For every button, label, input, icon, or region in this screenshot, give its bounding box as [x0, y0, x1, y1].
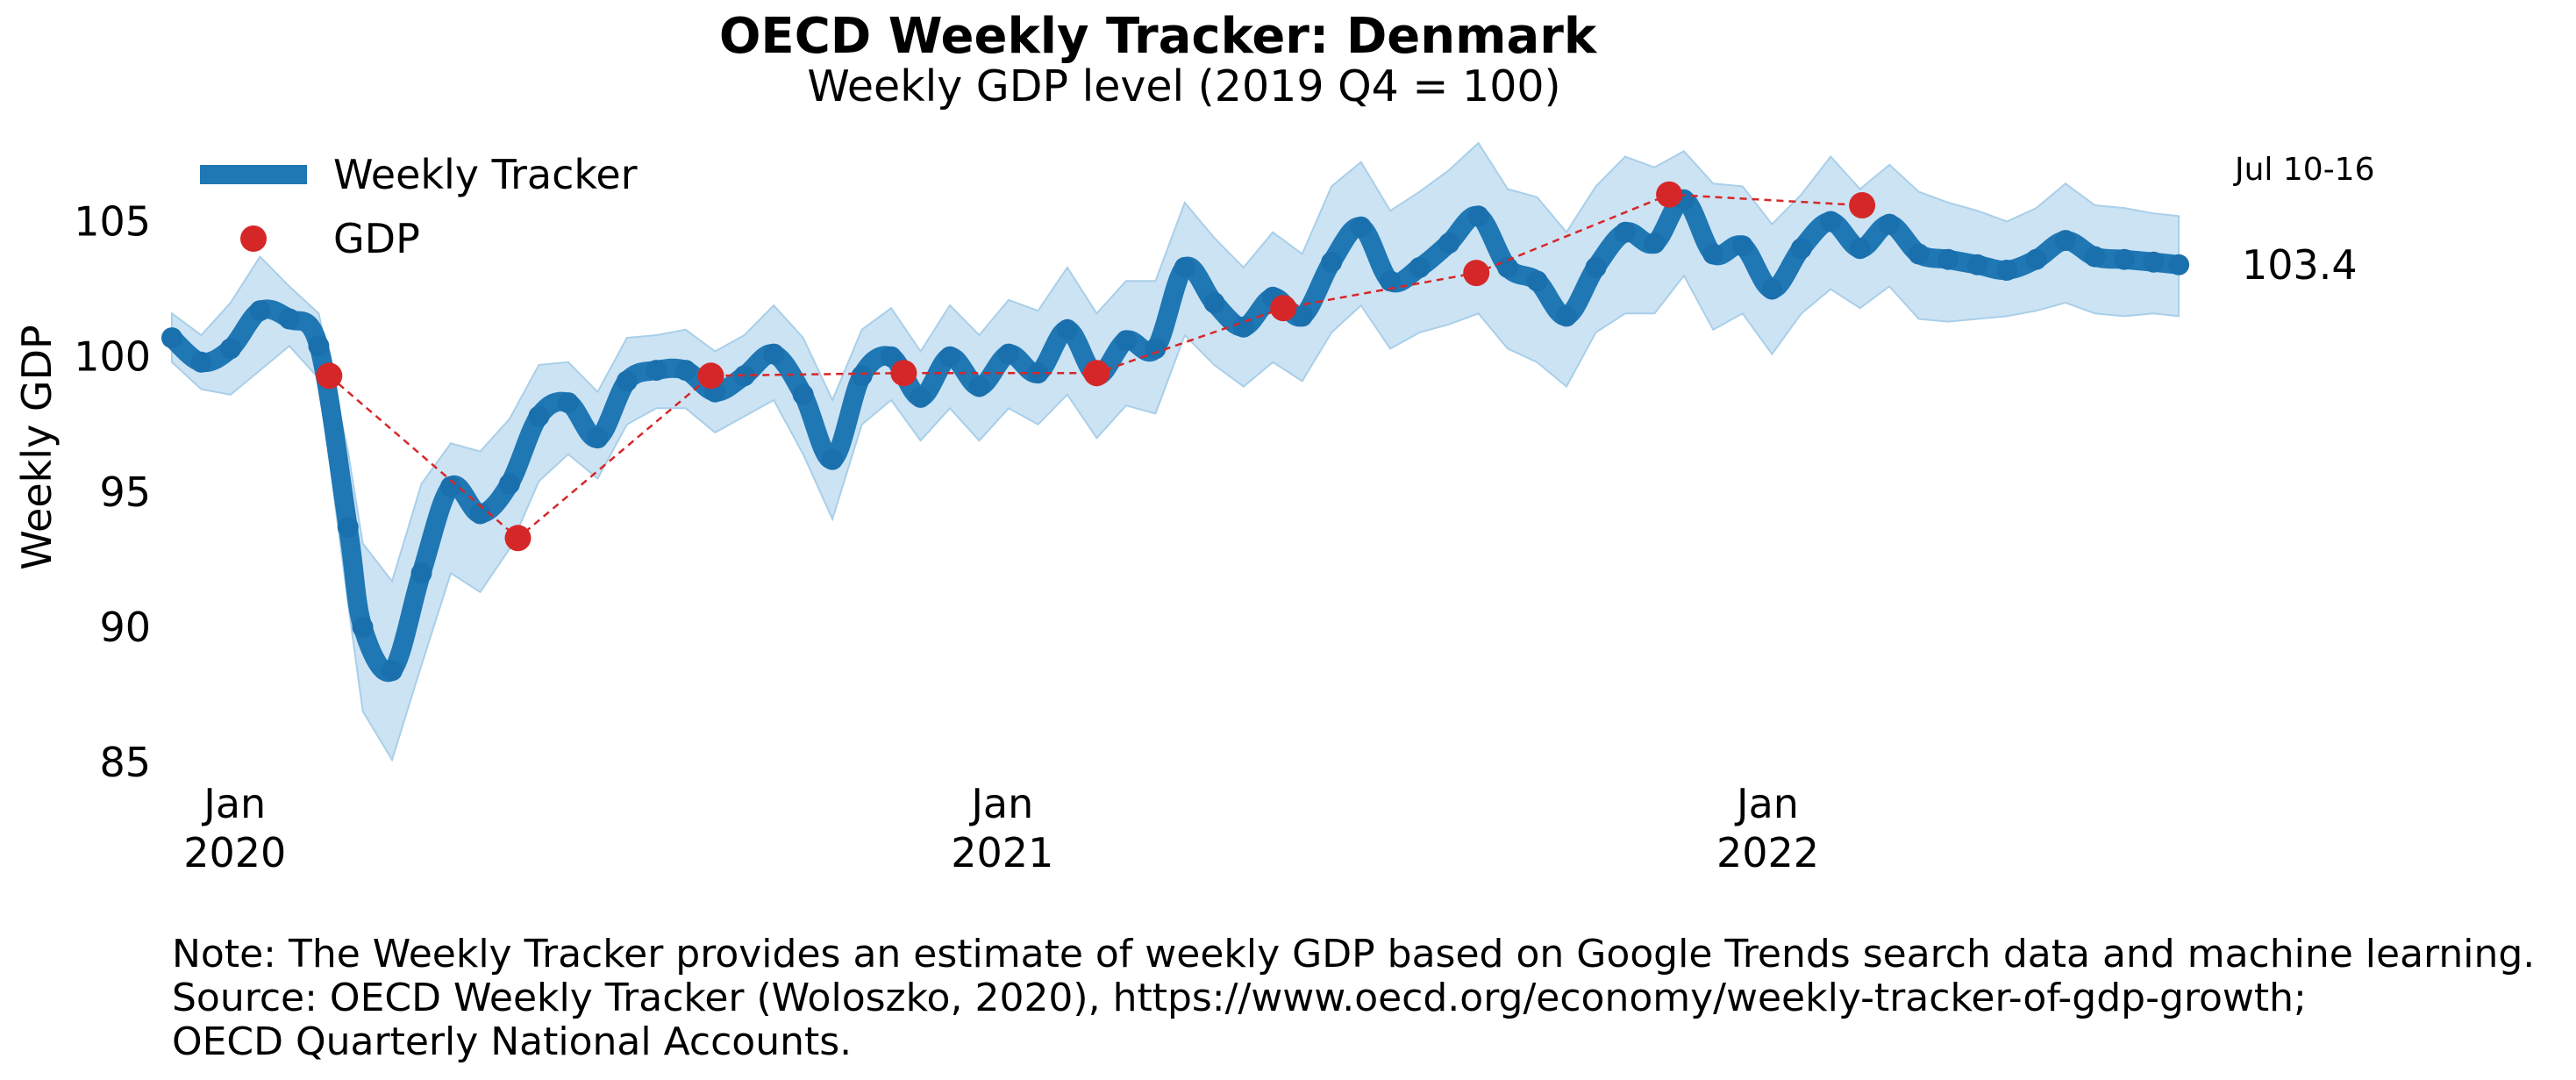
weekly-tracker-point	[249, 300, 271, 322]
weekly-tracker-point	[2084, 246, 2106, 268]
weekly-tracker-point	[763, 343, 785, 365]
source-text-continued: OECD Quarterly National Accounts.	[172, 1019, 853, 1064]
x-tick-label-month: Jan	[968, 780, 1033, 827]
x-tick-label-month: Jan	[1734, 780, 1799, 827]
weekly-tracker-point	[2025, 248, 2047, 270]
weekly-tracker-point	[1232, 316, 1254, 338]
weekly-tracker-point	[1908, 243, 1930, 265]
legend-swatch-gdp	[240, 225, 267, 252]
weekly-tracker-point	[822, 448, 844, 470]
gdp-point	[697, 362, 724, 390]
weekly-tracker-point	[998, 343, 1019, 365]
weekly-tracker-point	[410, 562, 432, 584]
weekly-tracker-point	[557, 392, 579, 414]
gdp-point	[1849, 192, 1876, 218]
weekly-tracker-point	[440, 476, 461, 497]
weekly-tracker-point	[910, 386, 931, 408]
weekly-tracker-point	[1145, 338, 1167, 360]
gdp-point	[1463, 260, 1490, 287]
chart-subtitle: Weekly GDP level (2019 Q4 = 100)	[807, 61, 1560, 111]
weekly-tracker-point	[1203, 292, 1225, 313]
weekly-tracker-point	[2055, 230, 2076, 252]
x-tick-label-year: 2021	[951, 829, 1053, 876]
weekly-tracker-point	[161, 327, 182, 349]
weekly-tracker-point	[1849, 238, 1871, 260]
weekly-tracker-point	[1174, 256, 1195, 278]
weekly-tracker-point	[1585, 256, 1607, 278]
y-tick-label: 105	[74, 198, 151, 246]
gdp-point	[316, 362, 343, 390]
note-text: Note: The Weekly Tracker provides an est…	[172, 932, 2536, 976]
weekly-tracker-point	[337, 516, 359, 538]
weekly-tracker-point	[1761, 278, 1783, 300]
weekly-tracker-point	[498, 473, 520, 495]
weekly-tracker-point	[2114, 248, 2135, 270]
y-tick-label: 95	[99, 468, 151, 516]
gdp-point	[1270, 295, 1297, 322]
weekly-tracker-point	[308, 335, 330, 357]
y-tick-label: 100	[74, 333, 151, 381]
weekly-tracker-point	[792, 383, 814, 405]
weekly-tracker-point	[1438, 232, 1460, 254]
legend-label-gdp: GDP	[333, 215, 420, 262]
weekly-tracker-point	[1291, 305, 1313, 327]
weekly-tracker-point	[352, 617, 374, 638]
weekly-tracker-point	[968, 375, 990, 397]
weekly-tracker-point	[1526, 270, 1548, 292]
weekly-tracker-point	[528, 405, 550, 427]
weekly-tracker-point	[1497, 256, 1518, 278]
weekly-tracker-point	[1467, 205, 1489, 227]
weekly-tracker-point	[646, 360, 667, 382]
weekly-tracker-point	[1380, 270, 1402, 292]
weekly-tracker-point	[469, 503, 491, 525]
weekly-tracker-point	[1996, 260, 2018, 281]
weekly-tracker-point	[382, 660, 403, 682]
legend: Weekly Tracker GDP	[200, 151, 638, 262]
weekly-tracker-point	[1879, 213, 1901, 235]
y-tick-label: 85	[99, 739, 151, 786]
weekly-tracker-point	[1731, 235, 1753, 257]
weekly-tracker-point	[1614, 221, 1636, 243]
y-tick-label: 90	[99, 604, 151, 651]
weekly-tracker-point	[2143, 251, 2165, 273]
gdp-point	[1656, 181, 1683, 208]
gdp-point	[890, 360, 917, 387]
weekly-tracker-point	[1702, 243, 1724, 265]
weekly-tracker-point	[939, 346, 960, 368]
weekly-tracker-point	[616, 370, 638, 392]
chart-title: OECD Weekly Tracker: Denmark	[719, 8, 1598, 65]
weekly-tracker-point	[219, 338, 241, 360]
weekly-tracker-point	[1350, 216, 1372, 238]
legend-label-weekly-tracker: Weekly Tracker	[333, 151, 638, 198]
x-tick-label-year: 2022	[1716, 829, 1819, 876]
weekly-tracker-point	[1556, 305, 1577, 327]
x-tick-label-year: 2020	[183, 829, 286, 876]
weekly-tracker-point	[851, 365, 873, 387]
weekly-tracker-point	[674, 360, 696, 382]
weekly-tracker-point	[1321, 251, 1343, 273]
weekly-tracker-point	[1820, 211, 1842, 232]
weekly-tracker-point	[1966, 254, 1988, 275]
weekly-tracker-point	[1644, 232, 1666, 254]
weekly-tracker-point	[1790, 238, 1812, 260]
y-axis-label: Weekly GDP	[13, 325, 61, 569]
gdp-point	[1083, 360, 1110, 387]
x-tick-label-month: Jan	[201, 780, 266, 827]
weekly-tracker-point	[587, 427, 609, 449]
weekly-tracker-point	[2168, 254, 2190, 275]
weekly-tracker-point	[1937, 248, 1959, 270]
latest-week-annotation: Jul 10-16	[2233, 152, 2375, 188]
weekly-tracker-point	[1056, 318, 1078, 340]
weekly-tracker-point	[190, 351, 212, 373]
source-text: Source: OECD Weekly Tracker (Woloszko, 2…	[172, 976, 2307, 1020]
weekly-tracker-point	[278, 308, 300, 330]
weekly-tracker-point	[1409, 256, 1431, 278]
latest-value-annotation: 103.4	[2242, 241, 2358, 289]
weekly-tracker-point	[1115, 330, 1137, 352]
gdp-point	[504, 525, 532, 552]
weekly-tracker-point	[881, 346, 903, 368]
